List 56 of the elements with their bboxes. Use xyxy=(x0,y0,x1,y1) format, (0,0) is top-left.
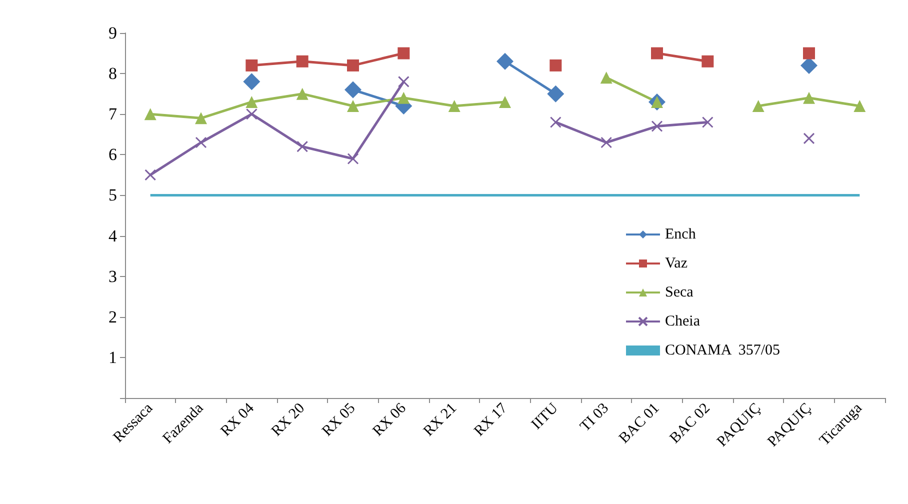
point xyxy=(550,59,562,72)
legend-label: Ench xyxy=(665,226,696,242)
x-tick-label: RX 20 xyxy=(268,400,308,440)
point xyxy=(702,55,714,68)
point xyxy=(347,100,359,112)
point xyxy=(651,120,663,132)
point xyxy=(398,76,410,88)
point xyxy=(195,112,207,124)
y-tick-label: 4 xyxy=(108,226,118,246)
point xyxy=(398,92,410,104)
y-tick-label: 6 xyxy=(108,145,117,164)
legend-label: Seca xyxy=(665,284,694,300)
point xyxy=(347,152,359,164)
point xyxy=(195,136,207,148)
point xyxy=(651,47,663,60)
point xyxy=(600,72,612,84)
x-tick-label: TI 03 xyxy=(577,400,612,435)
point xyxy=(547,85,564,102)
x-tick-label: RX 17 xyxy=(471,400,512,440)
point xyxy=(752,100,764,112)
point xyxy=(144,169,156,181)
point xyxy=(144,108,156,120)
point xyxy=(854,100,866,112)
point xyxy=(803,132,815,144)
y-tick-label: 1 xyxy=(108,348,117,367)
point xyxy=(803,92,815,104)
point xyxy=(246,59,258,72)
point xyxy=(702,116,714,128)
y-tick-label: 2 xyxy=(108,307,117,326)
point xyxy=(398,47,410,60)
x-tick-label: RX 05 xyxy=(319,400,359,440)
y-tick-label: 5 xyxy=(108,186,117,205)
y-tick-label: 3 xyxy=(108,266,117,286)
point xyxy=(499,96,511,108)
point xyxy=(496,52,514,70)
x-tick-label: RX 06 xyxy=(370,400,410,440)
y-tick-label: 9 xyxy=(108,24,117,42)
y-tick-label: 8 xyxy=(108,64,117,84)
point xyxy=(243,73,260,90)
point xyxy=(344,81,362,98)
point xyxy=(600,136,612,148)
point xyxy=(550,116,562,128)
legend-label: Vaz xyxy=(665,256,688,272)
point xyxy=(296,55,308,68)
point xyxy=(296,88,308,100)
x-tick-label: RX 04 xyxy=(218,400,258,440)
point xyxy=(296,140,308,152)
legend-label: CONAMA 357/05 xyxy=(665,342,780,358)
point xyxy=(246,96,258,108)
x-tick-label: RX 21 xyxy=(420,400,460,440)
point xyxy=(448,100,460,112)
y-tick-label: 7 xyxy=(108,104,118,124)
point xyxy=(246,108,258,120)
point xyxy=(347,59,359,72)
legend-label: Cheia xyxy=(665,314,700,330)
point xyxy=(803,47,815,60)
